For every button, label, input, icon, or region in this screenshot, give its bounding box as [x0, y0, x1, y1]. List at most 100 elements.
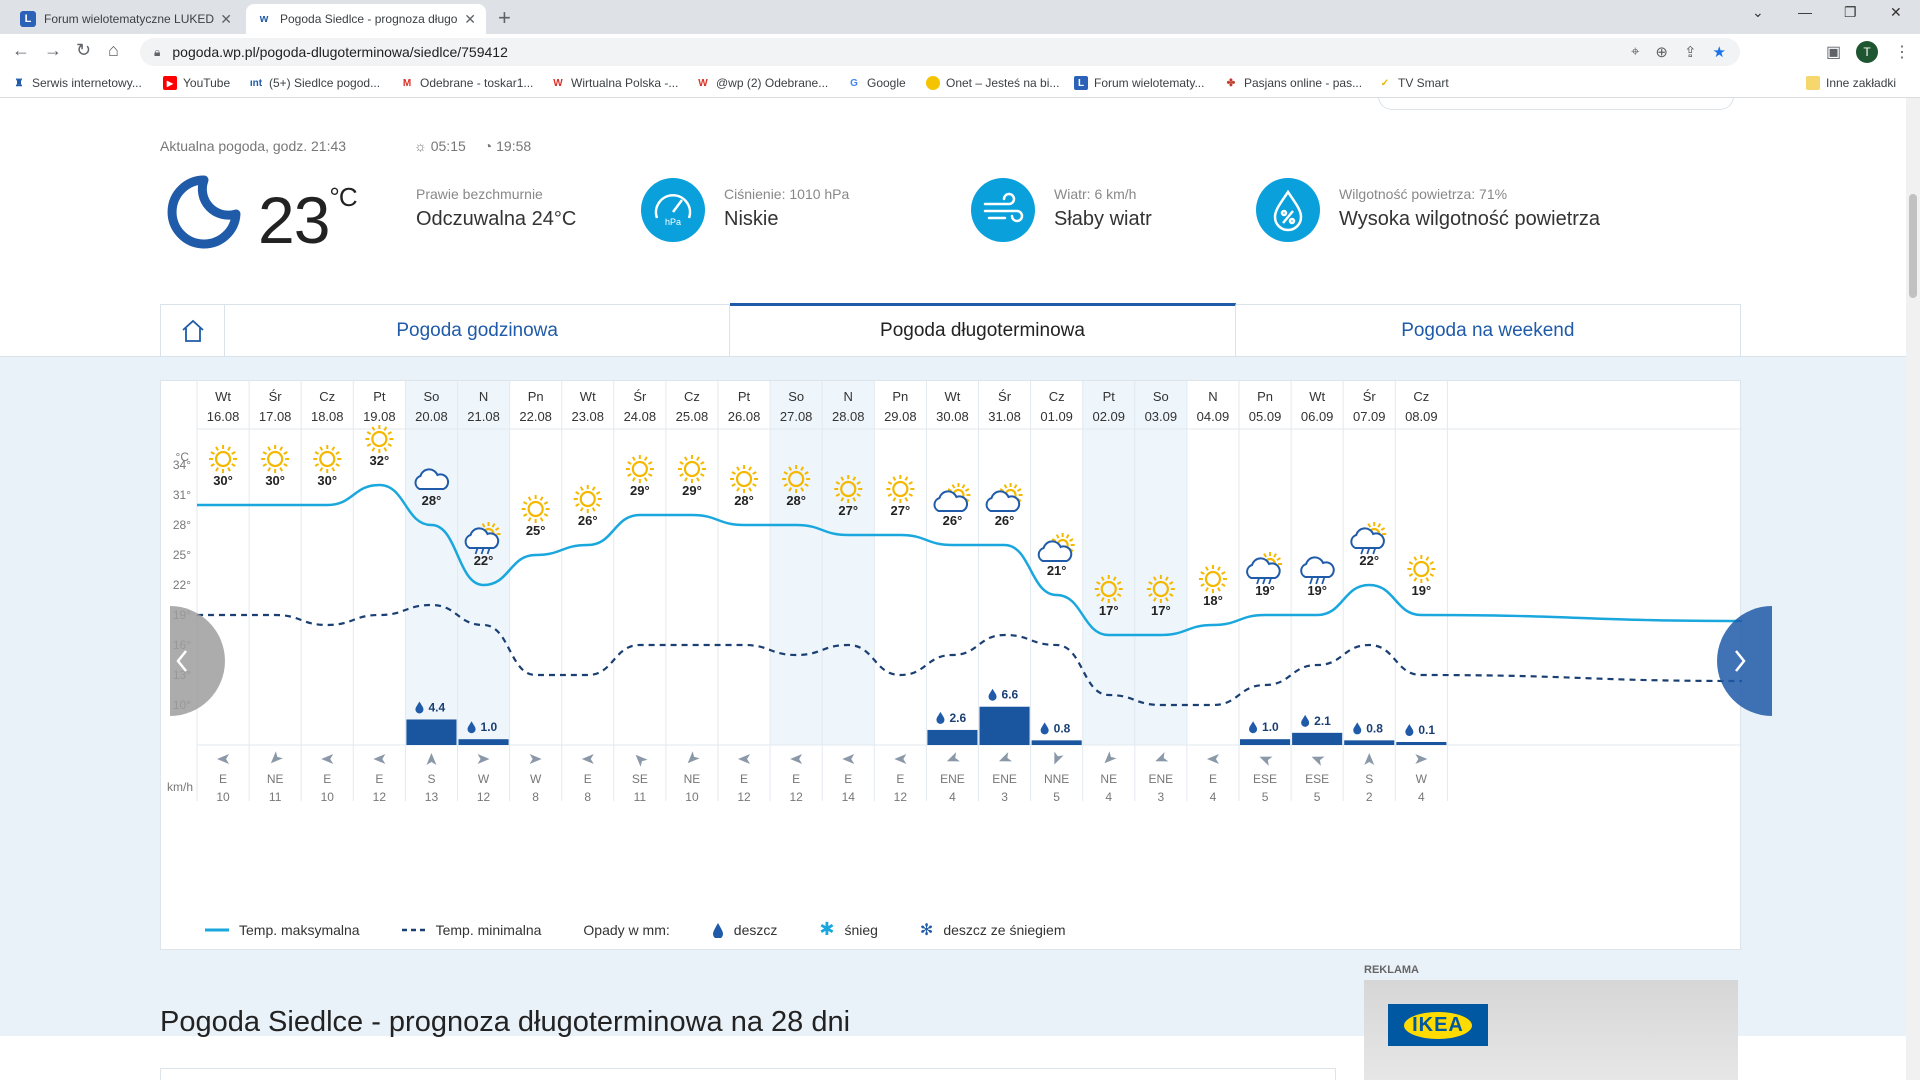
wind-speed: 2 — [1366, 790, 1373, 804]
bookmark-item[interactable]: Onet – Jesteś na bi... — [926, 76, 1059, 90]
tab-hourly[interactable]: Pogoda godzinowa — [225, 305, 731, 356]
onet-icon — [926, 76, 940, 90]
browser-tab-pogoda[interactable]: w Pogoda Siedlce - prognoza długo ✕ — [246, 4, 486, 34]
tab-title: Forum wielotematyczne LUKEDIR — [44, 12, 215, 26]
max-temp-label: 22° — [1359, 553, 1379, 568]
location-icon[interactable]: ⌖ — [1630, 43, 1640, 60]
restore-icon[interactable]: ❐ — [1844, 4, 1857, 20]
wind-direction: E — [740, 772, 748, 786]
wind-direction: E — [896, 772, 904, 786]
max-temp-label: 25° — [526, 523, 546, 538]
chart-next-button[interactable] — [1700, 606, 1772, 716]
wind-arrow-icon — [894, 754, 907, 764]
day-name: N — [479, 389, 488, 404]
bookmark-item[interactable]: W Wirtualna Polska -... — [551, 76, 678, 90]
wind-speed: 11 — [269, 790, 282, 804]
tab-search-icon[interactable]: ⌄ — [1752, 4, 1764, 20]
browser-tab-forum[interactable]: L Forum wielotematyczne LUKEDIR ✕ — [10, 4, 242, 34]
wind-speed: 11 — [634, 790, 647, 804]
weekend-shade — [822, 381, 875, 745]
page-content: Aktualna pogoda, godz. 21:43 ☼ 05:15 ◔ 1… — [0, 98, 1920, 1080]
svg-text:4.4: 4.4 — [428, 700, 445, 714]
wp-icon: W — [553, 77, 563, 89]
day-date: 06.09 — [1301, 409, 1334, 424]
bookmark-item[interactable]: ♜ Serwis internetowy... — [12, 76, 142, 90]
wind-arrow-icon — [1054, 751, 1064, 765]
lock-icon[interactable]: 🔒︎ — [154, 44, 161, 59]
profile-avatar[interactable]: T — [1856, 41, 1878, 63]
svg-text:1.0: 1.0 — [481, 720, 498, 734]
max-temp-label: 17° — [1099, 603, 1119, 618]
browser-tab-strip: L Forum wielotematyczne LUKEDIR ✕ w Pogo… — [0, 0, 1920, 34]
bookmark-item[interactable]: G Google — [847, 76, 906, 90]
sunrise-icon: ☼ — [414, 138, 427, 154]
wind-direction: E — [1209, 772, 1217, 786]
wind-speed: 4 — [1105, 790, 1112, 804]
tab-weekend[interactable]: Pogoda na weekend — [1401, 319, 1575, 341]
scrollbar-thumb[interactable] — [1909, 194, 1917, 298]
wind-direction: ENE — [1149, 772, 1174, 786]
current-temperature: 23°C — [258, 182, 358, 257]
bookmark-item[interactable]: M Odebrane - toskar1... — [400, 76, 534, 90]
precip-label: 0.1 — [1405, 723, 1435, 737]
bookmark-item[interactable]: L Forum wielotematy... — [1074, 76, 1204, 90]
day-name: Śr — [998, 389, 1012, 404]
wind-arrow-icon — [1364, 753, 1375, 765]
ikea-ad[interactable]: IKEA — [1364, 980, 1738, 1080]
bookmark-item[interactable]: ✓ TV Smart — [1378, 76, 1449, 90]
bookmark-star-icon[interactable]: ★ — [1712, 44, 1726, 61]
side-panel-icon[interactable]: ▣ — [1826, 44, 1842, 61]
rain-drop-icon — [1405, 724, 1414, 736]
tab-long-term[interactable]: Pogoda długoterminowa — [730, 303, 1236, 356]
home-icon[interactable]: ⌂ — [108, 40, 119, 60]
wind-arrow-icon — [1155, 752, 1169, 762]
search-box-edge[interactable] — [1378, 98, 1734, 110]
close-tab-icon[interactable]: ✕ — [220, 10, 232, 27]
wind-speed: 12 — [789, 790, 803, 804]
chart-prev-button[interactable] — [170, 606, 242, 716]
sunset: ◔ 19:58 — [483, 138, 532, 154]
close-tab-icon[interactable]: ✕ — [464, 10, 476, 27]
wind-speed: 3 — [1001, 790, 1008, 804]
wind-arrow-icon — [687, 751, 700, 764]
page-scrollbar[interactable] — [1906, 98, 1920, 1080]
new-tab-icon[interactable]: + — [498, 5, 511, 30]
other-bookmarks[interactable]: Inne zakładki — [1806, 76, 1896, 90]
zoom-icon[interactable]: ⊕ — [1655, 44, 1668, 61]
bookmark-item[interactable]: ▶ YouTube — [163, 76, 230, 90]
wind-speed: 10 — [216, 790, 230, 804]
menu-dots-icon[interactable]: ⋮ — [1894, 44, 1910, 61]
sun-icon — [677, 455, 706, 483]
wind-arrow-icon — [1206, 754, 1219, 764]
cloud-rain-icon — [1300, 556, 1335, 585]
precip-label: 4.4 — [415, 700, 445, 714]
day-name: So — [788, 389, 804, 404]
precip-label: 6.6 — [988, 688, 1019, 702]
precip-bar — [406, 719, 457, 745]
max-temp-label: 28° — [422, 493, 442, 508]
home-tab[interactable] — [161, 305, 225, 356]
sun-icon — [261, 445, 290, 473]
bookmark-item[interactable]: ınt (5+) Siedlce pogod... — [249, 76, 381, 90]
max-temp-label: 27° — [838, 503, 858, 518]
precip-label: 2.6 — [936, 711, 966, 725]
precip-bar — [1344, 740, 1395, 745]
bookmark-item[interactable]: ✤ Pasjans online - pas... — [1224, 76, 1362, 90]
share-icon[interactable]: ⇪ — [1683, 44, 1697, 61]
back-icon[interactable]: ← — [12, 40, 30, 60]
max-temp-label: 30° — [317, 473, 337, 488]
day-date: 24.08 — [624, 409, 657, 424]
minimize-icon[interactable]: — — [1798, 4, 1812, 20]
svg-text:2.1: 2.1 — [1314, 714, 1331, 728]
address-bar[interactable]: 🔒︎ pogoda.wp.pl/pogoda-dlugoterminowa/si… — [140, 38, 1740, 66]
sun-icon — [886, 475, 915, 503]
day-date: 03.09 — [1145, 409, 1178, 424]
bookmark-item[interactable]: W @wp (2) Odebrane... — [696, 76, 828, 90]
sun-cloud-icon — [1037, 533, 1075, 562]
close-window-icon[interactable]: ✕ — [1890, 4, 1902, 20]
forward-icon[interactable]: → — [44, 40, 62, 60]
precip-bar — [1031, 740, 1082, 745]
svg-text:0.8: 0.8 — [1054, 721, 1071, 735]
reload-icon[interactable]: ↻ — [76, 40, 92, 60]
wind-direction: E — [844, 772, 852, 786]
